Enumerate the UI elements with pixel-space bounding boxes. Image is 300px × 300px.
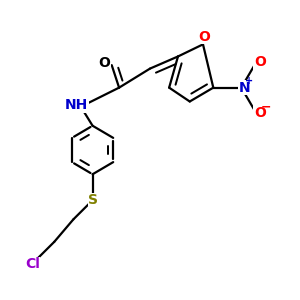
Text: −: − bbox=[260, 101, 271, 114]
Text: +: + bbox=[245, 76, 253, 86]
Text: NH: NH bbox=[65, 98, 88, 112]
Text: N: N bbox=[239, 81, 250, 94]
Text: O: O bbox=[98, 56, 110, 70]
Text: O: O bbox=[254, 56, 266, 69]
Text: S: S bbox=[88, 193, 98, 207]
Text: O: O bbox=[199, 30, 210, 44]
Text: Cl: Cl bbox=[25, 257, 40, 271]
Text: O: O bbox=[254, 106, 266, 120]
